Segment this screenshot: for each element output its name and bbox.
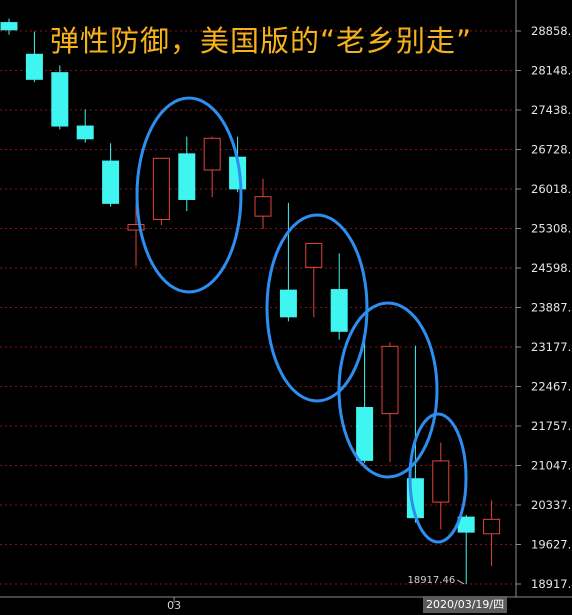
y-axis-ticks: 28858.5 28148.4 27438.3 26728.2 26018.2 25308… xyxy=(516,24,572,591)
candle-body xyxy=(178,153,196,200)
candle xyxy=(152,157,170,226)
candle xyxy=(178,136,196,212)
chart-title: 弹性防御，美国版的“老乡别走” xyxy=(50,24,473,58)
candle-body xyxy=(102,160,120,204)
candle xyxy=(76,109,94,143)
candle-body xyxy=(152,157,170,220)
grid-lines xyxy=(0,30,516,585)
highlight-ellipse xyxy=(265,213,369,403)
y-tick-label: 25308.1 xyxy=(531,222,572,236)
candle-body xyxy=(483,518,501,535)
y-tick-label: 26018.2 xyxy=(531,182,572,196)
candle-body xyxy=(51,72,69,127)
date-readout: 2020/03/19/四 xyxy=(423,596,508,613)
y-tick-label: 28148.4 xyxy=(531,64,572,78)
min-label: 18917.46 xyxy=(407,575,455,586)
candle xyxy=(330,253,348,340)
candle-body xyxy=(203,137,221,171)
candle xyxy=(51,65,69,130)
y-tick-label: 19627.5 xyxy=(531,537,572,551)
highlight-circles xyxy=(135,96,468,544)
y-tick-label: 21047.6 xyxy=(531,459,572,473)
highlight-ellipse xyxy=(337,301,439,479)
candle-body xyxy=(305,242,323,268)
candle xyxy=(432,442,450,530)
y-tick-label: 21757.7 xyxy=(531,419,572,433)
candle xyxy=(356,330,374,464)
candle xyxy=(483,500,501,567)
candle-body xyxy=(279,289,297,318)
candle xyxy=(254,178,272,229)
y-tick-label: 23887.9 xyxy=(531,301,572,315)
candle-body xyxy=(0,22,18,31)
candle xyxy=(127,203,145,267)
highlight-ellipse xyxy=(135,96,243,294)
candle-body xyxy=(432,460,450,503)
candle xyxy=(279,202,297,322)
candle-body xyxy=(254,196,272,217)
y-tick-label: 20337.6 xyxy=(531,498,572,512)
candle-body xyxy=(330,289,348,332)
min-pointer xyxy=(456,579,465,585)
x-axis-ticks: 03 xyxy=(167,597,181,612)
y-tick-label: 26728.2 xyxy=(531,143,572,157)
candle-body xyxy=(25,53,43,80)
candle xyxy=(381,342,399,463)
candle-body xyxy=(127,224,145,231)
x-tick-label: 03 xyxy=(167,599,181,612)
candle-body xyxy=(76,125,94,140)
candle xyxy=(203,136,221,198)
y-tick-label: 27438.3 xyxy=(531,103,572,117)
candle xyxy=(0,18,18,35)
candle-body xyxy=(356,407,374,461)
candle xyxy=(25,31,43,83)
y-tick-label: 24598.0 xyxy=(531,261,572,275)
y-tick-label: 28858.5 xyxy=(531,24,572,38)
candle xyxy=(102,143,120,207)
y-tick-label: 23177.9 xyxy=(531,340,572,354)
min-annotation: 18917.46 xyxy=(407,575,465,586)
candle xyxy=(457,514,475,584)
candle-body xyxy=(381,345,399,415)
y-tick-label: 18917.4 xyxy=(531,577,572,591)
y-tick-label: 22467.8 xyxy=(531,379,572,393)
highlight-ellipse xyxy=(408,412,468,544)
candles xyxy=(0,18,501,584)
candle xyxy=(305,242,323,318)
